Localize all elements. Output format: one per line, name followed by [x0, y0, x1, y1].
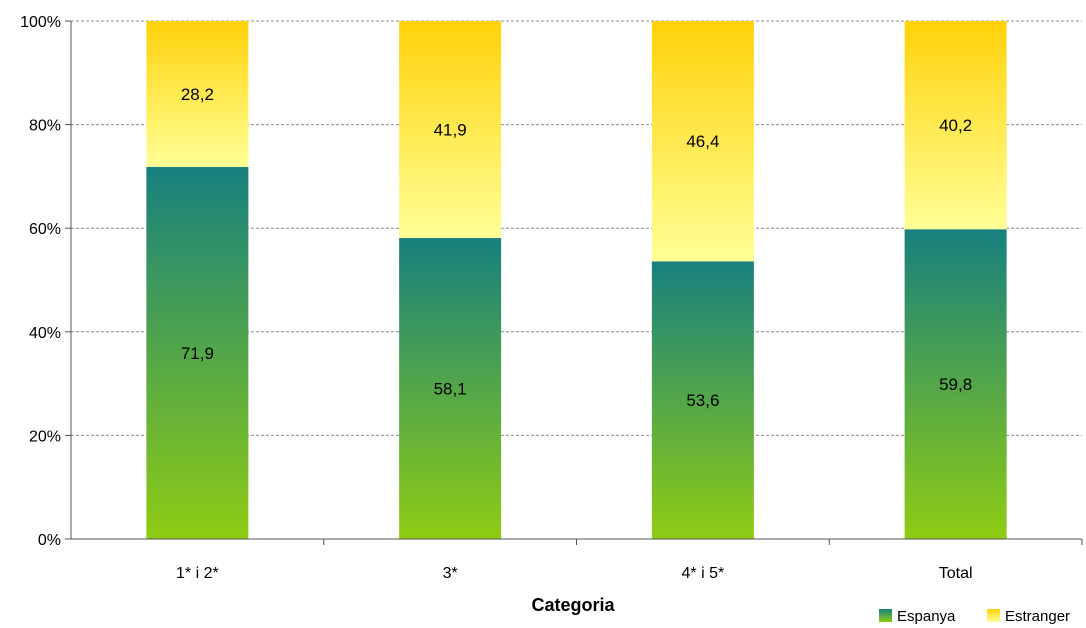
y-tick-label: 100%: [20, 14, 61, 31]
legend-label: Estranger: [1005, 608, 1070, 625]
y-tick-label: 80%: [29, 118, 61, 135]
legend-swatch: [879, 609, 892, 622]
bar-estranger: [146, 21, 249, 167]
data-label: 41,9: [434, 121, 467, 140]
legend: Espanya Estranger: [879, 608, 1070, 625]
data-label: 46,4: [686, 132, 719, 151]
data-label: 53,6: [686, 391, 719, 410]
legend-swatch: [987, 609, 1000, 622]
bar-espanya: [904, 229, 1007, 539]
x-tick-label: 1* i 2*: [176, 565, 219, 582]
x-tick-label: 3*: [443, 565, 458, 582]
data-label: 59,8: [939, 375, 972, 394]
bars-group: [146, 21, 1007, 540]
bar-estranger: [904, 21, 1007, 230]
y-tick-label: 0%: [38, 532, 61, 549]
bar-espanya: [399, 238, 502, 540]
bar-estranger: [399, 21, 502, 239]
data-label: 58,1: [434, 380, 467, 399]
bar-estranger: [651, 21, 754, 262]
legend-label: Espanya: [897, 608, 956, 625]
x-axis-title: Categoria: [531, 595, 615, 615]
axes: 0% 20% 40% 60% 80% 100% 1* i 2* 3* 4* i 5* Total: [20, 14, 1083, 582]
y-tick-label: 60%: [29, 221, 61, 238]
data-labels: 71,9 28,2 58,1 41,9 53,6 46,4 59,8 40,2: [181, 85, 972, 410]
bar-espanya: [651, 261, 754, 539]
y-tick-label: 40%: [29, 325, 61, 342]
data-label: 40,2: [939, 116, 972, 135]
data-label: 71,9: [181, 344, 214, 363]
data-label: 28,2: [181, 85, 214, 104]
x-tick-label: Total: [939, 565, 973, 582]
bar-espanya: [146, 166, 249, 540]
x-tick-label: 4* i 5*: [682, 565, 725, 582]
y-tick-label: 20%: [29, 428, 61, 445]
